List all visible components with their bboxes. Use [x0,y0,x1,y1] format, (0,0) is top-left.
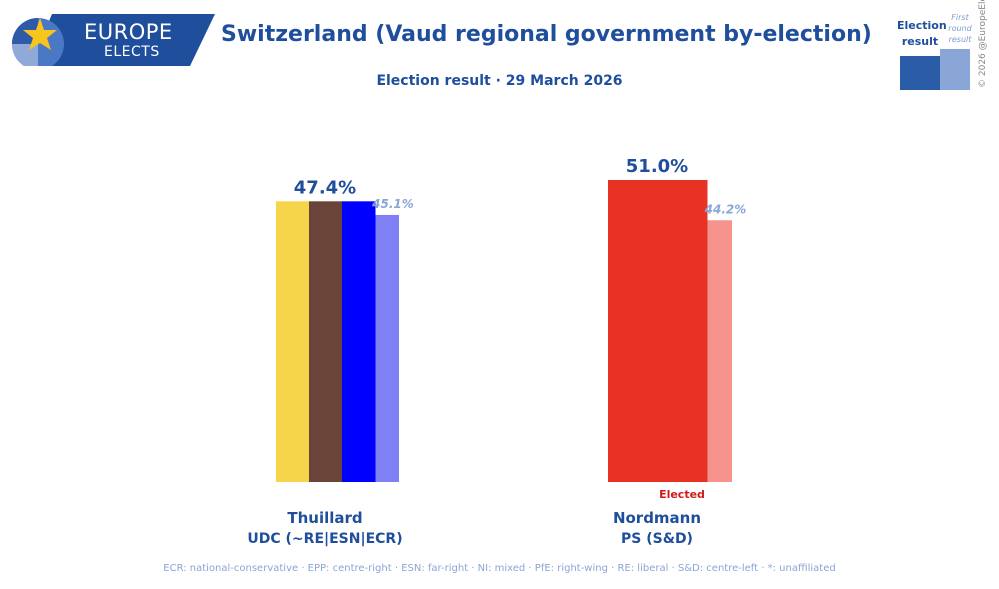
legend-final-swatch [900,56,940,90]
logo-text-elects: ELECTS [104,44,160,60]
candidate-name-nordmann: Nordmann [613,509,701,527]
final-bar-thuillard-stripe-3 [342,201,376,483]
final-value-label-thuillard: 47.4% [294,177,356,198]
first-round-value-label-nordmann: 44.2% [704,202,747,216]
final-bar-thuillard-stripe-1 [276,201,310,483]
final-value-label-nordmann: 51.0% [626,156,688,177]
final-bar-thuillard-stripe-2 [309,201,343,483]
legend-first-round-label: First round result [948,13,972,44]
candidate-party-thuillard: UDC (~RE|ESN|ECR) [247,531,402,547]
party-footnote: ECR: national-conservative · EPP: centre… [163,563,836,574]
legend-swatches [900,49,970,90]
logo-text-europe: EUROPE [84,20,173,44]
elected-label: Elected [659,488,705,501]
candidate-name-thuillard: Thuillard [287,509,362,527]
chart-title: Switzerland (Vaud regional government by… [221,22,872,47]
first-round-value-label-thuillard: 45.1% [371,197,414,211]
first-round-bar-nordmann [707,220,732,482]
candidate-party-nordmann: PS (S&D) [621,531,693,547]
chart-subtitle: Election result · 29 March 2026 [376,73,623,89]
first-round-bar-thuillard [375,214,399,482]
legend-final-label: Election result [897,19,947,48]
final-bar-nordmann-stripe-1 [608,180,708,482]
legend-first-round-swatch [940,49,970,90]
europe-elects-logo [12,14,215,66]
